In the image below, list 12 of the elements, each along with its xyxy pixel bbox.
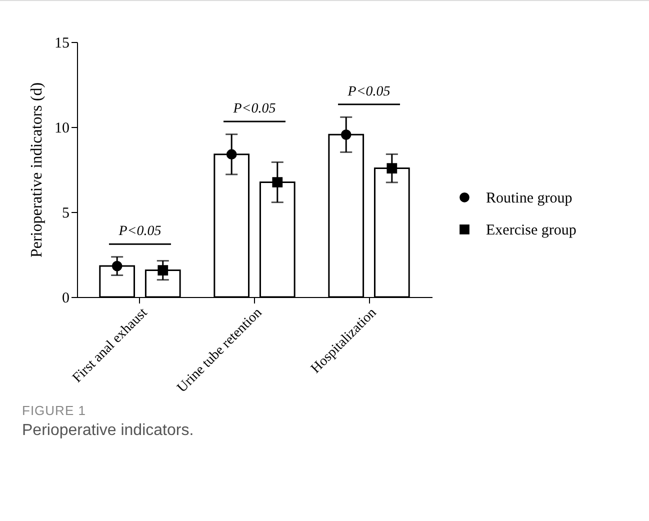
legend-label: Routine group	[486, 190, 572, 206]
y-tick-label: 15	[54, 36, 70, 52]
y-tick-label: 10	[54, 120, 70, 136]
annotation: P<0.05	[118, 224, 162, 240]
y-tick-label: 5	[62, 206, 70, 222]
y-tick-label: 0	[62, 290, 70, 306]
caption: FIGURE 1	[22, 403, 87, 418]
y-axis-title: Perioperative indicators (d)	[28, 82, 46, 258]
legend-label: Exercise group	[486, 222, 576, 238]
annotation: P<0.05	[346, 84, 390, 100]
text: Perioperative indicators.	[22, 422, 195, 440]
annotation: P<0.05	[232, 102, 276, 117]
